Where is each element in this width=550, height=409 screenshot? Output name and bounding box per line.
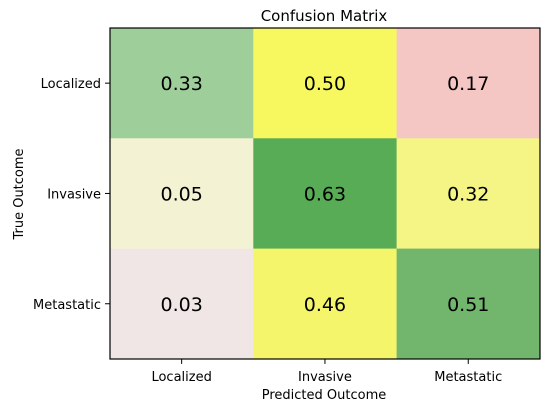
cell-value-label: 0.63 [304,183,346,205]
cell-value-label: 0.51 [447,294,489,316]
heatmap-cell [253,248,398,360]
cell-value-labels: 0.33 0.50 0.17 0.05 0.63 0.32 0.03 0.46 0.51 [160,73,489,316]
y-tick-label: Localized [41,77,101,92]
cell-value-label: 0.17 [447,73,489,95]
x-tick-label: Invasive [298,370,352,385]
heatmap-cell [396,138,541,250]
x-axis-label: Predicted Outcome [262,388,387,403]
heatmap-cell [110,28,254,139]
y-axis-label: True Outcome [12,148,27,240]
cell-value-label: 0.46 [304,294,346,316]
cell-value-label: 0.32 [447,183,489,205]
heatmap-cells [110,28,541,360]
heatmap-cell [253,138,398,250]
x-tick-label: Localized [151,370,211,385]
cell-value-label: 0.05 [160,183,202,205]
cell-value-label: 0.33 [160,73,202,95]
y-tick-label: Invasive [47,187,101,202]
chart-title: Confusion Matrix [261,7,388,25]
y-tick-label: Metastatic [33,298,101,313]
cell-value-label: 0.50 [304,73,346,95]
heatmap-cell [110,138,254,250]
x-axis-ticks: Localized Invasive Metastatic [151,358,502,385]
y-axis-ticks: Localized Invasive Metastatic [33,77,110,313]
heatmap-cell [396,248,541,360]
heatmap-cell [396,28,541,139]
x-tick-label: Metastatic [434,370,502,385]
cell-value-label: 0.03 [160,294,202,316]
heatmap-cell [253,28,398,139]
heatmap-cell [110,248,254,360]
